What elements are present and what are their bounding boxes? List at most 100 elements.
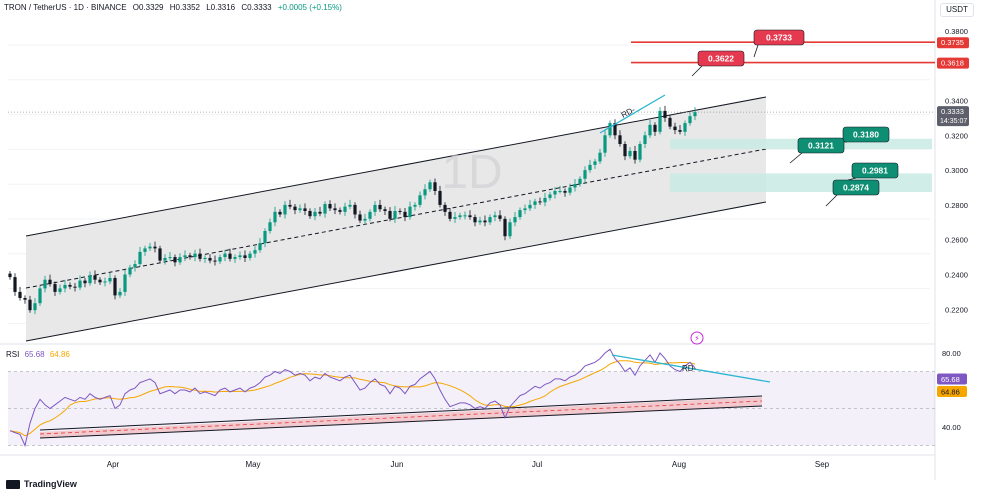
candle-body [173, 257, 177, 263]
time-axis[interactable]: Apr May Jun Jul Aug Sep [107, 460, 830, 469]
channel-upper-line[interactable] [25, 96, 767, 237]
candle-body [488, 217, 492, 223]
price-tick-label: 0.3400 [945, 97, 968, 106]
candle-body [28, 299, 32, 311]
candle-body [608, 123, 612, 136]
candle-body [538, 201, 542, 203]
candle-body [473, 217, 477, 223]
target-pointer [825, 194, 838, 207]
level-price-badge [937, 37, 969, 49]
symbol-title[interactable]: TRON / TetherUS · 1D · BINANCE [4, 3, 127, 12]
rsi-ma-badge-text: 64.86 [941, 388, 960, 397]
divergence-label: RD- [620, 105, 637, 120]
target-pointer [789, 152, 803, 164]
divergence-line[interactable] [599, 94, 666, 134]
candle-body [63, 284, 67, 289]
time-tick-label: Sep [815, 460, 830, 469]
candle-body [273, 211, 277, 223]
rsi-trend-upper[interactable] [39, 395, 763, 431]
candle-body [583, 170, 587, 179]
candle-body [448, 211, 452, 219]
rsi-pane[interactable]: 80.00 40.00 RD- 65.68 64.86 [8, 348, 967, 448]
brand-footer[interactable]: TradingView [6, 479, 77, 489]
price-tick-label: 0.3800 [945, 27, 968, 36]
candle-body [648, 124, 652, 136]
change-value: +0.0005 (+0.15%) [277, 3, 342, 12]
candle-body [283, 204, 287, 215]
channel-lower-line[interactable] [25, 201, 767, 342]
candle-body [198, 253, 202, 259]
candle-body [363, 218, 367, 221]
candle-body [678, 130, 682, 132]
candle-body [343, 206, 347, 212]
candle-body [333, 208, 337, 211]
candle-body [603, 135, 607, 153]
candle-body [463, 215, 467, 217]
candle-body [628, 150, 632, 157]
alert-icon[interactable]: ⚡ [690, 331, 704, 345]
candle-body [123, 274, 127, 292]
candle-body [408, 206, 412, 218]
candle-body [88, 275, 92, 284]
rsi-ma-line [9, 360, 696, 437]
candle-body [8, 273, 12, 278]
level-price-value: 0.3618 [941, 59, 964, 68]
candle-body [328, 204, 332, 209]
candle-body [453, 217, 457, 219]
candle-body [398, 210, 402, 212]
rsi-legend[interactable]: RSI 65.68 64.86 [6, 350, 70, 359]
countdown-timer: 14:35:07 [940, 118, 967, 125]
candle-body [323, 204, 327, 214]
candle-body [263, 231, 267, 244]
target-value: 0.2874 [843, 183, 869, 193]
candle-body [633, 150, 637, 160]
rsi-trend-mid[interactable] [39, 400, 763, 435]
rsi-divergence-line[interactable] [611, 354, 771, 383]
candle-body [683, 123, 687, 132]
candle-body [428, 182, 432, 190]
currency-button[interactable]: USDT [940, 3, 974, 17]
rsi-ma-value: 64.86 [49, 350, 70, 359]
candle-body [133, 264, 137, 268]
candle-body [413, 204, 417, 207]
target-pointer [691, 65, 703, 77]
open-value: O0.3329 [132, 3, 164, 12]
candle-body [518, 210, 522, 218]
price-channel[interactable] [8, 96, 935, 342]
tradingview-logo-icon [6, 479, 20, 489]
rsi-trend-lower[interactable] [39, 405, 763, 439]
candle-body [478, 220, 482, 223]
target-box [851, 162, 899, 179]
candle-body [393, 210, 397, 219]
candle-body [438, 190, 442, 205]
close-value: C0.3333 [241, 3, 272, 12]
candle-body [573, 184, 577, 188]
candle-body [653, 124, 657, 132]
candle-body [423, 189, 427, 196]
candle-body [368, 211, 372, 219]
candle-body [108, 277, 112, 282]
candle-body [668, 117, 672, 127]
brand-name: TradingView [24, 479, 77, 489]
candle-body [188, 255, 192, 258]
candle-body [638, 144, 642, 160]
candle-body [228, 253, 232, 259]
candle-body [418, 195, 422, 205]
candle-body [613, 123, 617, 136]
price-axis[interactable]: 0.38000.36000.34000.32000.30000.28000.26… [937, 27, 969, 314]
price-tick-label: 0.2200 [945, 305, 968, 314]
candle-body [128, 267, 132, 275]
rsi-tick-label: 40.00 [942, 423, 961, 432]
candle-body [103, 281, 107, 283]
candle-body [23, 297, 27, 300]
candle-body [238, 255, 242, 258]
candle-body [553, 190, 557, 195]
candle-body [183, 255, 187, 258]
target-value: 0.3622 [708, 54, 734, 64]
candle-body [508, 222, 512, 237]
alert-icon-ring[interactable] [690, 331, 704, 345]
candle-body [113, 277, 117, 296]
candle-body [163, 257, 167, 261]
candle-body [218, 257, 222, 262]
